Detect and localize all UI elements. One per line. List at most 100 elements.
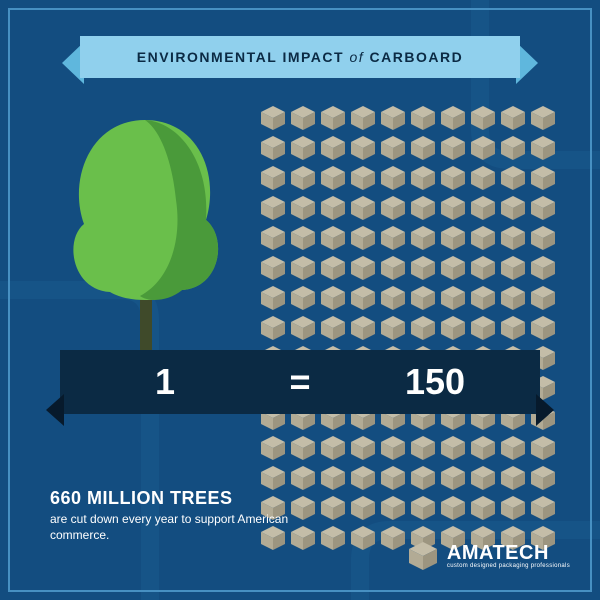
box-icon bbox=[530, 465, 556, 491]
box-icon bbox=[350, 465, 376, 491]
box-icon bbox=[260, 225, 286, 251]
banner-title: ENVIRONMENTAL IMPACT of CARBOARD bbox=[137, 49, 463, 65]
banner-title-italic: of bbox=[349, 49, 364, 65]
box-icon bbox=[500, 165, 526, 191]
box-icon bbox=[410, 255, 436, 281]
box-icon bbox=[440, 495, 466, 521]
logo-tagline: custom designed packaging professionals bbox=[447, 563, 570, 569]
box-icon bbox=[410, 435, 436, 461]
box-icon bbox=[530, 195, 556, 221]
box-icon bbox=[530, 285, 556, 311]
equation-ribbon: 1 = 150 bbox=[60, 350, 540, 414]
box-icon bbox=[440, 285, 466, 311]
box-icon bbox=[410, 285, 436, 311]
tree-illustration bbox=[60, 120, 230, 380]
box-icon bbox=[380, 435, 406, 461]
box-icon bbox=[350, 285, 376, 311]
box-icon bbox=[350, 495, 376, 521]
box-icon bbox=[350, 255, 376, 281]
box-icon bbox=[350, 315, 376, 341]
ribbon-tail-left bbox=[46, 394, 64, 426]
box-icon bbox=[350, 195, 376, 221]
box-icon bbox=[410, 165, 436, 191]
box-icon bbox=[530, 135, 556, 161]
box-icon bbox=[500, 225, 526, 251]
box-icon bbox=[500, 435, 526, 461]
box-icon bbox=[440, 465, 466, 491]
box-icon bbox=[350, 135, 376, 161]
box-icon bbox=[380, 135, 406, 161]
box-icon bbox=[290, 255, 316, 281]
equation-symbol: = bbox=[270, 361, 330, 403]
box-icon bbox=[320, 435, 346, 461]
box-icon bbox=[320, 255, 346, 281]
box-icon bbox=[440, 135, 466, 161]
box-icon bbox=[380, 285, 406, 311]
ribbon-tail-right bbox=[536, 394, 554, 426]
box-icon bbox=[260, 255, 286, 281]
brand-logo: AMATECH custom designed packaging profes… bbox=[407, 540, 570, 572]
box-icon bbox=[320, 495, 346, 521]
box-icon bbox=[290, 435, 316, 461]
box-icon bbox=[530, 105, 556, 131]
box-icon bbox=[470, 165, 496, 191]
box-icon bbox=[410, 195, 436, 221]
box-icon bbox=[530, 255, 556, 281]
banner-body: ENVIRONMENTAL IMPACT of CARBOARD bbox=[80, 36, 520, 78]
box-icon bbox=[500, 495, 526, 521]
box-icon bbox=[350, 105, 376, 131]
cube-icon bbox=[407, 540, 439, 572]
box-icon bbox=[500, 465, 526, 491]
box-icon bbox=[440, 165, 466, 191]
box-icon bbox=[320, 315, 346, 341]
box-icon bbox=[470, 495, 496, 521]
box-icon bbox=[290, 225, 316, 251]
box-icon bbox=[320, 285, 346, 311]
box-icon bbox=[440, 435, 466, 461]
box-icon bbox=[470, 285, 496, 311]
box-icon bbox=[530, 315, 556, 341]
box-icon bbox=[470, 465, 496, 491]
box-icon bbox=[260, 195, 286, 221]
box-icon bbox=[470, 435, 496, 461]
box-icon bbox=[410, 135, 436, 161]
box-icon bbox=[290, 285, 316, 311]
box-icon bbox=[290, 195, 316, 221]
box-icon bbox=[440, 225, 466, 251]
box-icon bbox=[500, 105, 526, 131]
box-icon bbox=[470, 225, 496, 251]
equation-right: 150 bbox=[330, 361, 540, 403]
equation-left: 1 bbox=[60, 361, 270, 403]
fact-headline: 660 MILLION TREES bbox=[50, 488, 310, 509]
box-icon bbox=[500, 315, 526, 341]
box-icon bbox=[410, 315, 436, 341]
box-icon bbox=[530, 225, 556, 251]
box-icon bbox=[470, 135, 496, 161]
banner-title-post: CARBOARD bbox=[364, 49, 463, 65]
box-icon bbox=[260, 165, 286, 191]
box-icon bbox=[260, 435, 286, 461]
box-icon bbox=[320, 135, 346, 161]
box-icon bbox=[470, 255, 496, 281]
box-icon bbox=[290, 135, 316, 161]
box-icon bbox=[320, 225, 346, 251]
box-icon bbox=[320, 465, 346, 491]
box-icon bbox=[320, 195, 346, 221]
box-icon bbox=[350, 525, 376, 551]
banner-title-pre: ENVIRONMENTAL IMPACT bbox=[137, 49, 350, 65]
box-icon bbox=[380, 195, 406, 221]
box-icon bbox=[290, 105, 316, 131]
box-icon bbox=[350, 435, 376, 461]
boxes-grid bbox=[260, 105, 556, 551]
fact-subtext: are cut down every year to support Ameri… bbox=[50, 511, 310, 543]
box-icon bbox=[440, 105, 466, 131]
box-icon bbox=[380, 105, 406, 131]
box-icon bbox=[290, 165, 316, 191]
logo-text-block: AMATECH custom designed packaging profes… bbox=[447, 543, 570, 569]
box-icon bbox=[380, 525, 406, 551]
box-icon bbox=[380, 255, 406, 281]
box-icon bbox=[350, 165, 376, 191]
box-icon bbox=[470, 105, 496, 131]
box-icon bbox=[410, 465, 436, 491]
box-icon bbox=[380, 465, 406, 491]
